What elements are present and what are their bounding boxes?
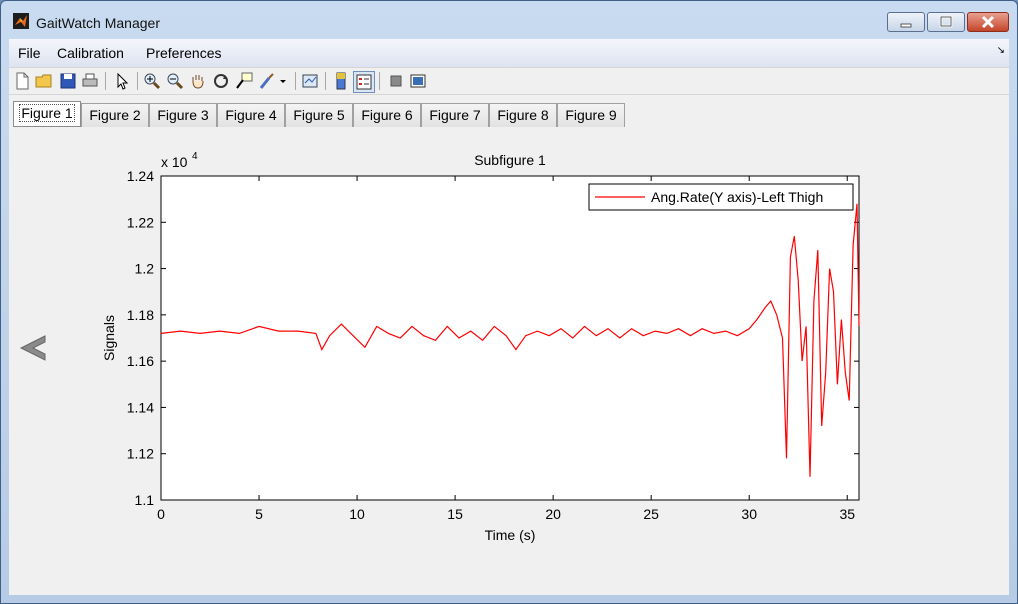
y-tick-label: 1.14 [127, 399, 154, 415]
tab-label: Figure 7 [429, 107, 481, 123]
tab-label: Figure 6 [361, 107, 413, 123]
data-cursor-icon[interactable] [234, 71, 254, 91]
pan-hand-icon[interactable] [188, 71, 208, 91]
menu-preferences[interactable]: Preferences [146, 45, 222, 61]
new-figure-icon[interactable] [12, 71, 32, 91]
print-icon[interactable] [80, 71, 100, 91]
tab-label: Figure 3 [157, 107, 209, 123]
x-tick-label: 30 [741, 506, 757, 522]
x-tick-label: 5 [255, 506, 263, 522]
y-tick-label: 1.18 [127, 307, 154, 323]
y-tick-label: 1.22 [127, 214, 154, 230]
brush-dropdown-chevron-down-icon[interactable] [277, 71, 289, 91]
show-plot-tools-icon[interactable] [408, 71, 428, 91]
tab-label: Figure 8 [497, 107, 549, 123]
hide-plot-tools-icon[interactable] [386, 71, 406, 91]
x-tick-label: 15 [447, 506, 463, 522]
zoom-in-icon[interactable] [142, 71, 162, 91]
tab-label: Figure 2 [89, 107, 141, 123]
menu-dock-arrow-icon[interactable]: ↘ [996, 45, 1005, 56]
y-tick-label: 1.2 [135, 261, 155, 277]
tab-figure-9[interactable]: Figure 9 [557, 103, 625, 127]
zoom-out-icon[interactable] [165, 71, 185, 91]
series-line-1 [160, 203, 860, 477]
y-tick-label: 1.12 [127, 446, 154, 462]
y-axis-label: Signals [101, 315, 117, 361]
save-icon[interactable] [58, 71, 78, 91]
tab-figure-8[interactable]: Figure 8 [489, 103, 557, 127]
x-tick-label: 20 [545, 506, 561, 522]
y-multiplier-exponent: 4 [192, 151, 198, 162]
tab-figure-6[interactable]: Figure 6 [353, 103, 421, 127]
subfigure-1-plot[interactable]: 0 5 10 15 20 25 30 35 1.1 1.12 1.14 1.16 1.18 1.2 1.22… [9, 139, 1009, 589]
client-area: File Calibration Preferences ↘ [9, 39, 1009, 595]
x-tick-label: 10 [349, 506, 365, 522]
y-tick-label: 1.1 [135, 492, 155, 508]
previous-arrow-icon[interactable] [17, 333, 49, 363]
tab-label: Figure 9 [565, 107, 617, 123]
menu-bar: File Calibration Preferences ↘ [9, 39, 1009, 67]
restore-icon [939, 15, 953, 28]
y-tick-label: 1.16 [127, 353, 154, 369]
window-title: GaitWatch Manager [36, 15, 160, 31]
y-multiplier-label: x 10 [161, 154, 188, 170]
tab-figure-7[interactable]: Figure 7 [421, 103, 489, 127]
toolbar [9, 67, 1009, 95]
menu-calibration[interactable]: Calibration [57, 45, 124, 61]
legend-icon[interactable] [353, 71, 375, 93]
brush-icon[interactable] [257, 71, 277, 91]
restore-button[interactable] [927, 12, 965, 32]
tab-figure-1[interactable]: Figure 1 [13, 101, 81, 127]
tab-figure-3[interactable]: Figure 3 [149, 103, 217, 127]
x-tick-label: 0 [157, 506, 165, 522]
tab-figure-5[interactable]: Figure 5 [285, 103, 353, 127]
close-icon [981, 15, 995, 29]
colorbar-icon[interactable] [331, 71, 351, 91]
tab-figure-4[interactable]: Figure 4 [217, 103, 285, 127]
rotate-3d-icon[interactable] [211, 71, 231, 91]
chart-title: Subfigure 1 [474, 152, 546, 168]
tab-figure-2[interactable]: Figure 2 [81, 103, 149, 127]
close-button[interactable] [967, 12, 1009, 32]
minimize-icon [900, 23, 912, 28]
menu-file[interactable]: File [18, 45, 41, 61]
y-tick-label: 1.24 [127, 168, 154, 184]
x-tick-label: 25 [643, 506, 659, 522]
x-tick-label: 35 [839, 506, 855, 522]
x-axis-label: Time (s) [485, 527, 536, 543]
tab-label: Figure 5 [293, 107, 345, 123]
legend-entry: Ang.Rate(Y axis)-Left Thigh [651, 189, 823, 205]
pointer-icon[interactable] [112, 71, 132, 91]
link-plot-icon[interactable] [300, 71, 320, 91]
plot-area [160, 175, 860, 501]
open-file-icon[interactable] [34, 71, 54, 91]
title-bar[interactable]: GaitWatch Manager [1, 1, 1017, 37]
matlab-logo-icon [13, 13, 29, 29]
tab-label: Figure 1 [19, 104, 75, 122]
minimize-button[interactable] [887, 12, 925, 32]
tab-label: Figure 4 [225, 107, 277, 123]
